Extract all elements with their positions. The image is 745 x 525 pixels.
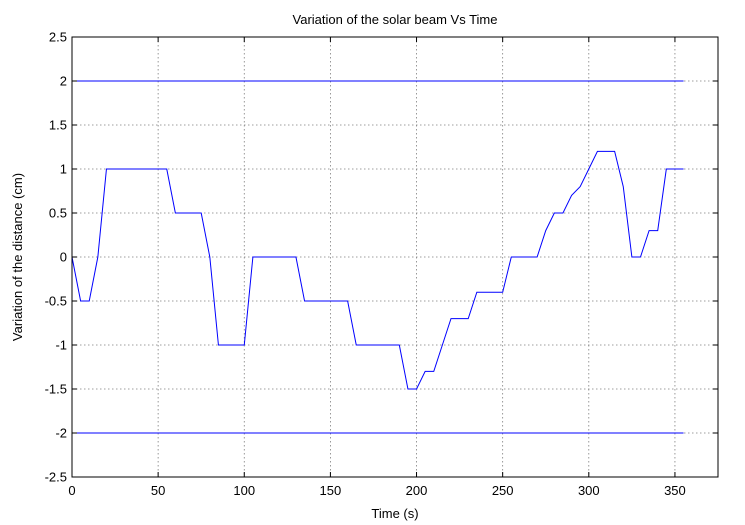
plot-area [72,37,718,477]
y-tick-label: -1.5 [45,382,67,397]
x-tick-label: 300 [578,483,600,498]
x-tick-label: 0 [68,483,75,498]
x-axis-label: Time (s) [371,506,418,521]
x-tick-label: 350 [664,483,686,498]
y-tick-label: -0.5 [45,294,67,309]
x-tick-label: 250 [492,483,514,498]
y-tick-label: -2 [55,426,67,441]
y-axis-label: Variation of the distance (cm) [10,173,25,341]
y-tick-label: 1.5 [49,118,67,133]
y-tick-label: -1 [55,338,67,353]
x-tick-label: 100 [233,483,255,498]
series-line [71,150,684,390]
y-tick-label: 2 [60,74,67,89]
y-tick-label: 0 [60,250,67,265]
chart-title: Variation of the solar beam Vs Time [293,12,498,27]
x-tick-label: 200 [406,483,428,498]
x-tick-label: 50 [151,483,165,498]
y-tick-label: 0.5 [49,206,67,221]
y-tick-label: 1 [60,162,67,177]
y-tick-label: -2.5 [45,470,67,485]
x-tick-label: 150 [320,483,342,498]
y-tick-label: 2.5 [49,30,67,45]
